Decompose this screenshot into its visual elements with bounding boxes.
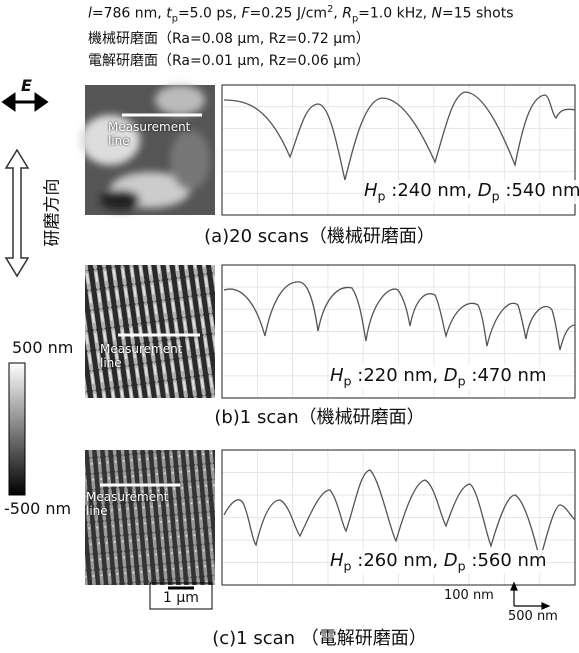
scale-box: [149, 582, 213, 610]
measurement-label: Measurement line: [100, 342, 182, 370]
profile-frame: [221, 264, 576, 399]
text-segment: l: [88, 5, 92, 22]
text-segment: D: [477, 180, 492, 201]
text-segment: =1.0 kHz,: [358, 5, 432, 22]
text-segment: p: [343, 373, 352, 389]
profile-scale-axes: [510, 581, 551, 610]
measurement-text: Measurement: [100, 342, 183, 356]
measurement-label: Measurement line: [86, 490, 168, 518]
panel-caption: (b)1 scan（機械研磨面）: [214, 407, 425, 428]
text-segment: p: [377, 188, 386, 204]
header-mechanical: 機械研磨面（Ra=0.08 μm, Rz=0.72 μm）: [88, 31, 370, 47]
text-segment: p: [491, 188, 500, 204]
text-segment: N: [431, 5, 442, 22]
measurement-text: line: [100, 356, 122, 370]
text-segment: p: [457, 373, 466, 389]
profile-b: [223, 281, 576, 351]
text-segment: 2: [327, 4, 334, 15]
text-segment: :470 nm: [465, 365, 547, 386]
text-segment: ,: [333, 5, 343, 22]
text-segment: D: [443, 365, 458, 386]
text-segment: D: [443, 550, 458, 571]
profile-frame: [221, 449, 576, 586]
measurement-label: Measurement line: [108, 120, 190, 148]
text-segment: p: [351, 13, 359, 25]
direction-arrow: [4, 148, 30, 278]
text-segment: :220 nm,: [351, 365, 444, 386]
text-segment: =0.25 J/cm: [249, 5, 328, 22]
profile-grids: [221, 84, 576, 586]
panel-caption: (c)1 scan （電解研磨面）: [212, 628, 427, 649]
afm-image-a: [80, 85, 215, 215]
field-arrow: [1, 92, 49, 112]
header-conditions: l=786 nm, tp=5.0 ps, F=0.25 J/cm2, Rp=1.…: [88, 4, 514, 24]
text-segment: H: [330, 550, 344, 571]
text-segment: =786 nm,: [91, 5, 167, 22]
afm-image-c: [85, 450, 215, 585]
field-label: E: [21, 76, 32, 95]
profile-scale-vertical: 100 nm: [444, 588, 494, 603]
text-segment: p: [343, 558, 352, 574]
text-segment: =5.0 ps,: [177, 5, 242, 22]
profile-annotation: Hp :220 nm, Dp :470 nm: [330, 365, 547, 389]
profile-annotation: Hp :240 nm, Dp :540 nm: [364, 180, 579, 204]
profile-frame: [221, 84, 576, 216]
text-segment: H: [364, 180, 378, 201]
text-segment: :540 nm: [499, 180, 579, 201]
image-scale-label: 1 μm: [163, 590, 199, 606]
text-segment: :240 nm,: [385, 180, 478, 201]
measurement-text: Measurement: [108, 120, 191, 134]
text-segment: :560 nm: [465, 550, 547, 571]
text-segment: :260 nm,: [351, 550, 444, 571]
profile-annotation: Hp :260 nm, Dp :560 nm: [330, 550, 547, 574]
text-segment: p: [171, 13, 178, 25]
text-segment: H: [330, 365, 344, 386]
colorbar-max: 500 nm: [12, 338, 74, 357]
colorbar: [8, 362, 26, 496]
panel-caption: (a)20 scans（機械研磨面）: [204, 226, 435, 247]
text-segment: F: [241, 5, 250, 22]
text-segment: =15 shots: [442, 5, 514, 22]
text-segment: R: [342, 5, 352, 22]
profile-scale-horizontal: 500 nm: [508, 609, 558, 624]
afm-image-b: [85, 265, 215, 398]
measurement-text: line: [108, 134, 130, 148]
measurement-text: Measurement: [86, 490, 169, 504]
profile-c: [223, 469, 576, 563]
measurement-text: line: [86, 504, 108, 518]
text-segment: t: [166, 5, 172, 22]
profile-a: [223, 91, 576, 181]
header-electrolytic: 電解研磨面（Ra=0.01 μm, Rz=0.06 μm）: [88, 53, 370, 69]
text-segment: p: [457, 558, 466, 574]
colorbar-min: -500 nm: [4, 499, 72, 518]
profiles: [223, 91, 576, 563]
